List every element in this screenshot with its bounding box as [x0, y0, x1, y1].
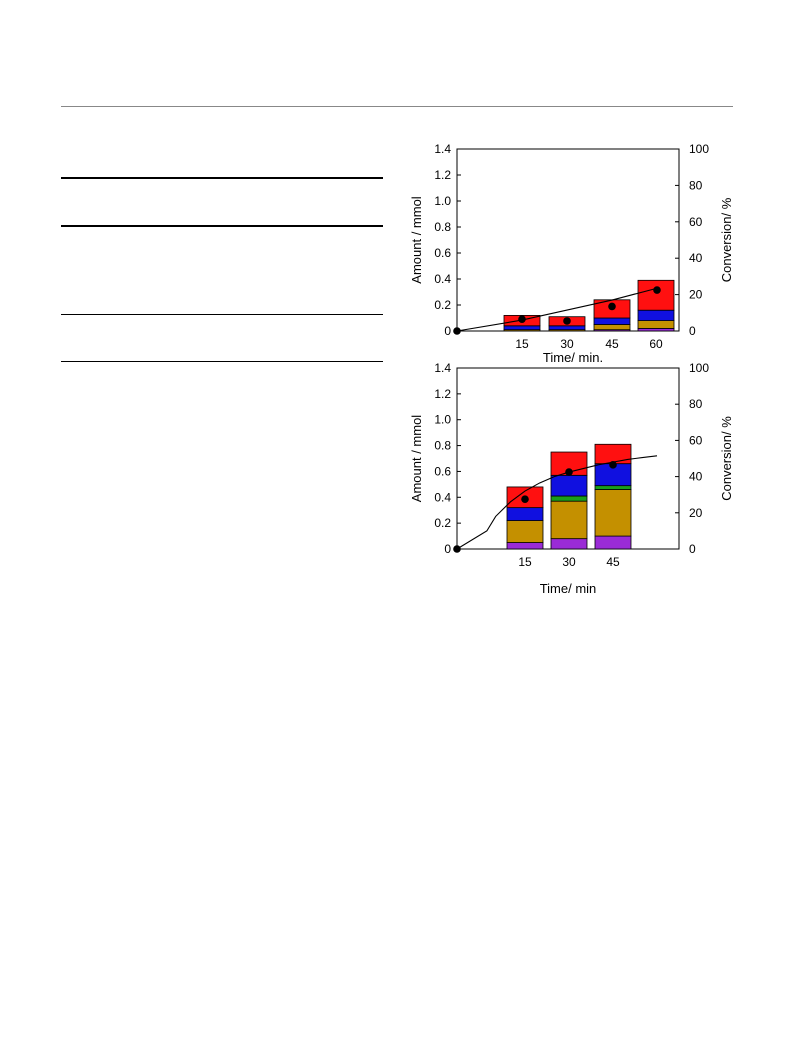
y-axis-label: Amount / mmol	[409, 415, 424, 503]
conversion-point-45	[609, 461, 617, 469]
y-tick-label: 0.2	[434, 298, 451, 312]
bar-segment-30-3	[550, 474, 588, 497]
x-tick-label-15: 15	[518, 555, 532, 569]
y2-tick-label: 40	[689, 251, 703, 265]
y2-tick-label: 80	[689, 397, 703, 411]
conversion-point-45	[608, 302, 616, 311]
y-tick-label: 1.4	[434, 142, 451, 156]
y2-tick-label: 0	[689, 324, 696, 338]
y2-tick-label: 0	[689, 542, 696, 556]
y-tick-label: 1.2	[434, 168, 451, 182]
table-mid-rule	[61, 314, 383, 315]
y-tick-label: 0	[444, 542, 451, 556]
x-tick-label-45: 45	[605, 337, 619, 351]
conversion-point-30	[563, 317, 571, 325]
y2-axis-label: Conversion/ %	[719, 416, 734, 501]
x-tick-label-30: 30	[562, 555, 576, 569]
y-tick-label: 0	[444, 324, 451, 338]
x-tick-label-15: 15	[515, 337, 529, 351]
bar-segment-45-4	[594, 443, 632, 465]
y-tick-label: 0.2	[434, 516, 451, 530]
bar-segment-15-1	[506, 520, 544, 543]
x-tick-label-45: 45	[606, 555, 620, 569]
y-tick-label: 0.4	[434, 490, 451, 504]
x-tick-label-60: 60	[649, 337, 663, 351]
bar-segment-30-2	[550, 495, 588, 502]
bar-segment-45-2	[594, 485, 632, 490]
y2-tick-label: 60	[689, 433, 703, 447]
y2-tick-label: 40	[689, 470, 703, 484]
y-tick-label: 0.6	[434, 464, 451, 478]
x-tick-label-30: 30	[560, 337, 574, 351]
y-tick-label: 0.4	[434, 272, 451, 286]
x-axis-label: Time/ min.	[543, 350, 603, 365]
page-header-rule	[61, 106, 733, 107]
x-axis-label: Time/ min	[540, 581, 597, 596]
bar-segment-45-0	[594, 535, 632, 550]
y2-tick-label: 20	[689, 288, 703, 302]
y2-tick-label: 60	[689, 215, 703, 229]
y2-axis-label: Conversion/ %	[719, 197, 734, 282]
y2-tick-label: 100	[689, 142, 709, 156]
y-axis-label: Amount / mmol	[409, 196, 424, 284]
table-bottom-rule	[61, 361, 383, 362]
y-tick-label: 1.0	[434, 413, 451, 427]
bar-segment-30-0	[550, 538, 588, 550]
bar-segment-15-3	[506, 507, 544, 521]
conversion-point-15	[521, 495, 529, 504]
conversion-point-15	[518, 315, 526, 323]
y-tick-label: 0.8	[434, 220, 451, 234]
y-tick-label: 0.6	[434, 246, 451, 260]
conversion-point-0	[453, 545, 461, 553]
bar-segment-15-0	[506, 542, 544, 550]
y2-tick-label: 20	[689, 506, 703, 520]
bar-segment-45-1	[594, 489, 632, 537]
conversion-point-60	[653, 286, 661, 294]
y-tick-label: 1.4	[434, 361, 451, 375]
y-tick-label: 1.0	[434, 194, 451, 208]
bar-segment-60-4	[637, 279, 675, 311]
y-tick-label: 1.2	[434, 387, 451, 401]
conversion-point-0	[453, 327, 461, 335]
y2-tick-label: 100	[689, 361, 709, 375]
table-top-rule	[61, 177, 383, 179]
y2-tick-label: 80	[689, 178, 703, 192]
conversion-curve	[456, 455, 658, 550]
bar-segment-30-1	[550, 500, 588, 540]
conversion-curve	[456, 287, 658, 332]
y-tick-label: 0.8	[434, 439, 451, 453]
table-header-rule	[61, 225, 383, 227]
conversion-point-30	[565, 468, 573, 476]
